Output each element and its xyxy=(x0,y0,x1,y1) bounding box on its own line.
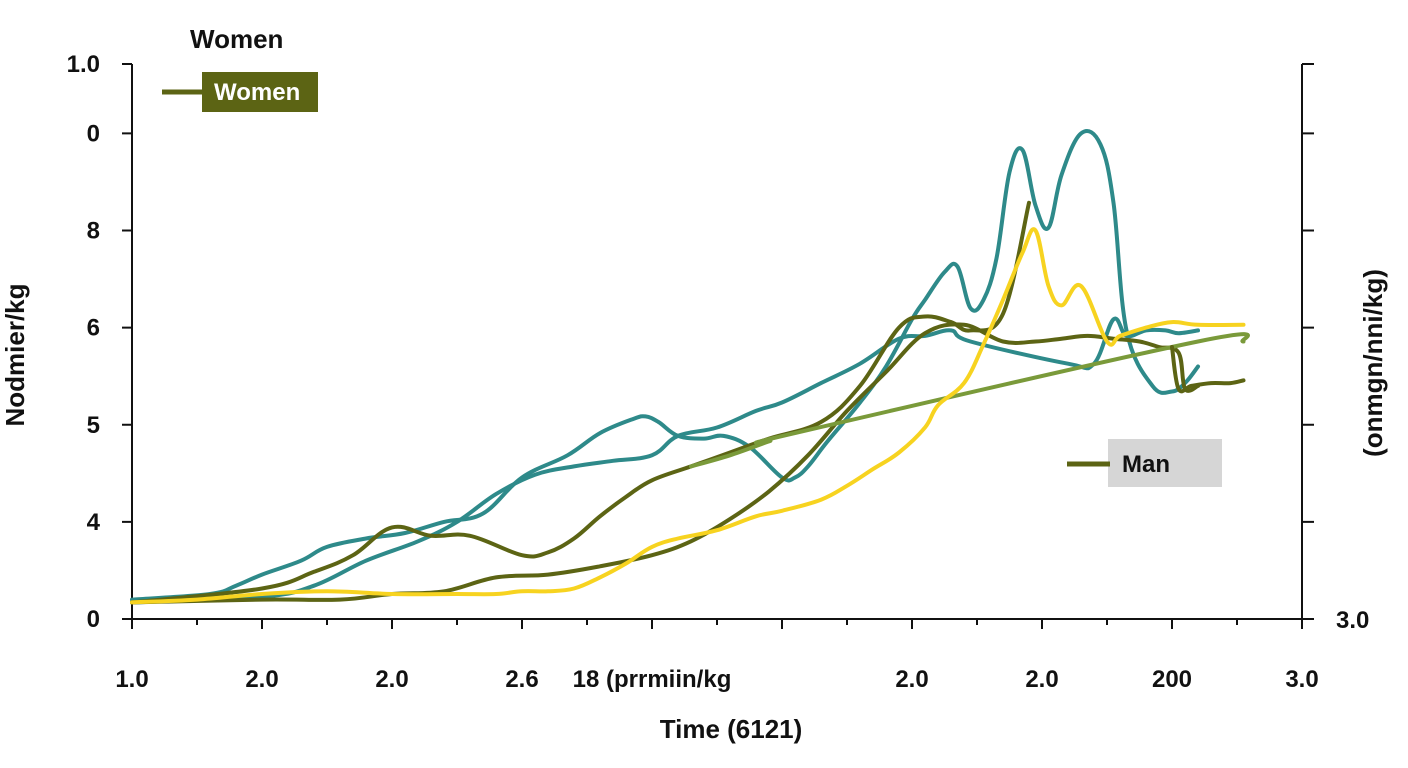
y-axis-title-left: Nodmier/kg xyxy=(0,283,30,426)
legend-man-box xyxy=(1108,439,1222,487)
chart-title: Women xyxy=(190,24,283,54)
legend-man: Man xyxy=(1067,439,1222,487)
series-layer xyxy=(130,129,1250,605)
legend-women: Women xyxy=(162,72,318,112)
legend-women-label: Women xyxy=(214,79,300,106)
series-line-olive-dark-b xyxy=(130,322,1200,605)
y-left-tick-label: 6 xyxy=(87,315,100,342)
series-line-teal-b xyxy=(130,316,1200,605)
y-left-tick-label: 0 xyxy=(87,120,100,147)
x-tick-label: 2.0 xyxy=(245,666,278,693)
x-tick-label: 18 (prrmiin/kg xyxy=(573,666,732,693)
x-tick-label: 2.0 xyxy=(1025,666,1058,693)
series-line-olive-dark-tail xyxy=(1170,345,1246,394)
tick-layer: 1.0 2.0 2.0 2.6 18 (prrmiin/kg 2.0 2.0 200 3.0 0 4… xyxy=(67,51,1370,693)
y-axis-title-right: (onmgn/nni/kg) xyxy=(1358,269,1388,457)
series-line-yellow xyxy=(130,227,1246,605)
x-tick-label: 2.6 xyxy=(505,666,538,693)
y-left-tick-label: 8 xyxy=(87,218,100,245)
y-left-tick-label: 5 xyxy=(87,412,100,439)
x-tick-label: 2.0 xyxy=(375,666,408,693)
x-tick-label: 3.0 xyxy=(1285,666,1318,693)
x-tick-label: 2.0 xyxy=(895,666,928,693)
legend-women-box xyxy=(202,72,318,112)
x-tick-label: 1.0 xyxy=(115,666,148,693)
series-line-olive-light xyxy=(689,332,1250,469)
y-left-tick-label: 4 xyxy=(87,509,101,536)
series-line-teal-a xyxy=(130,129,1200,602)
legend-man-label: Man xyxy=(1122,451,1170,478)
y-right-tick-label: 3.0 xyxy=(1336,607,1369,634)
x-axis-title: Time (6121) xyxy=(660,714,803,744)
series-line-olive-dark-a xyxy=(130,200,1031,605)
x-tick-label: 200 xyxy=(1152,666,1192,693)
y-left-tick-label: 1.0 xyxy=(67,51,100,78)
y-left-tick-label: 0 xyxy=(87,606,100,633)
